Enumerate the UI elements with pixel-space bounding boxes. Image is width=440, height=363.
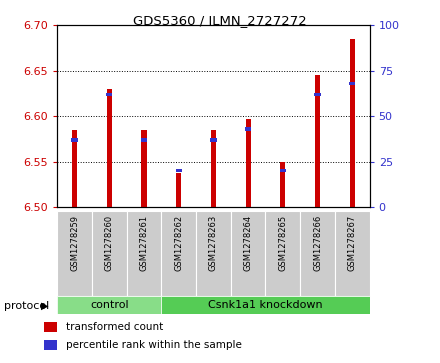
Bar (350, 39, 355, 207)
Bar (72, 130, 77, 207)
Bar (127, 211, 161, 296)
Text: Csnk1a1 knockdown: Csnk1a1 knockdown (208, 300, 323, 310)
Bar (57, 211, 92, 296)
Text: GSM1278261: GSM1278261 (139, 215, 148, 271)
Text: ▶: ▶ (40, 301, 48, 311)
Text: GSM1278264: GSM1278264 (244, 215, 253, 271)
Text: control: control (90, 300, 128, 310)
Bar (196, 211, 231, 296)
Text: transformed count: transformed count (66, 322, 163, 332)
Bar (349, 82, 356, 85)
Text: GSM1278265: GSM1278265 (279, 215, 287, 271)
Text: GSM1278263: GSM1278263 (209, 215, 218, 271)
Bar (161, 296, 370, 314)
Bar (231, 211, 265, 296)
Bar (245, 127, 251, 131)
Bar (300, 211, 335, 296)
Text: GSM1278262: GSM1278262 (174, 215, 183, 271)
Bar (280, 169, 286, 172)
Bar (265, 211, 300, 296)
Bar (211, 130, 216, 207)
Bar (141, 138, 147, 142)
Bar (71, 138, 78, 142)
Bar (106, 89, 112, 207)
Bar (161, 211, 196, 296)
Bar (210, 138, 216, 142)
Bar (176, 169, 182, 172)
Bar (106, 93, 112, 96)
Text: GSM1278260: GSM1278260 (105, 215, 114, 271)
Bar (315, 93, 321, 96)
Text: GSM1278259: GSM1278259 (70, 215, 79, 271)
Bar (280, 162, 286, 207)
Text: GSM1278266: GSM1278266 (313, 215, 322, 271)
Bar (246, 119, 251, 207)
Text: GDS5360 / ILMN_2727272: GDS5360 / ILMN_2727272 (133, 15, 307, 28)
Bar (335, 211, 370, 296)
Text: percentile rank within the sample: percentile rank within the sample (66, 340, 242, 350)
Bar (57, 296, 161, 314)
Bar (176, 173, 181, 207)
Bar (315, 76, 320, 207)
Bar (92, 211, 127, 296)
Text: GSM1278267: GSM1278267 (348, 215, 357, 271)
Bar (141, 130, 147, 207)
Text: protocol: protocol (4, 301, 50, 311)
